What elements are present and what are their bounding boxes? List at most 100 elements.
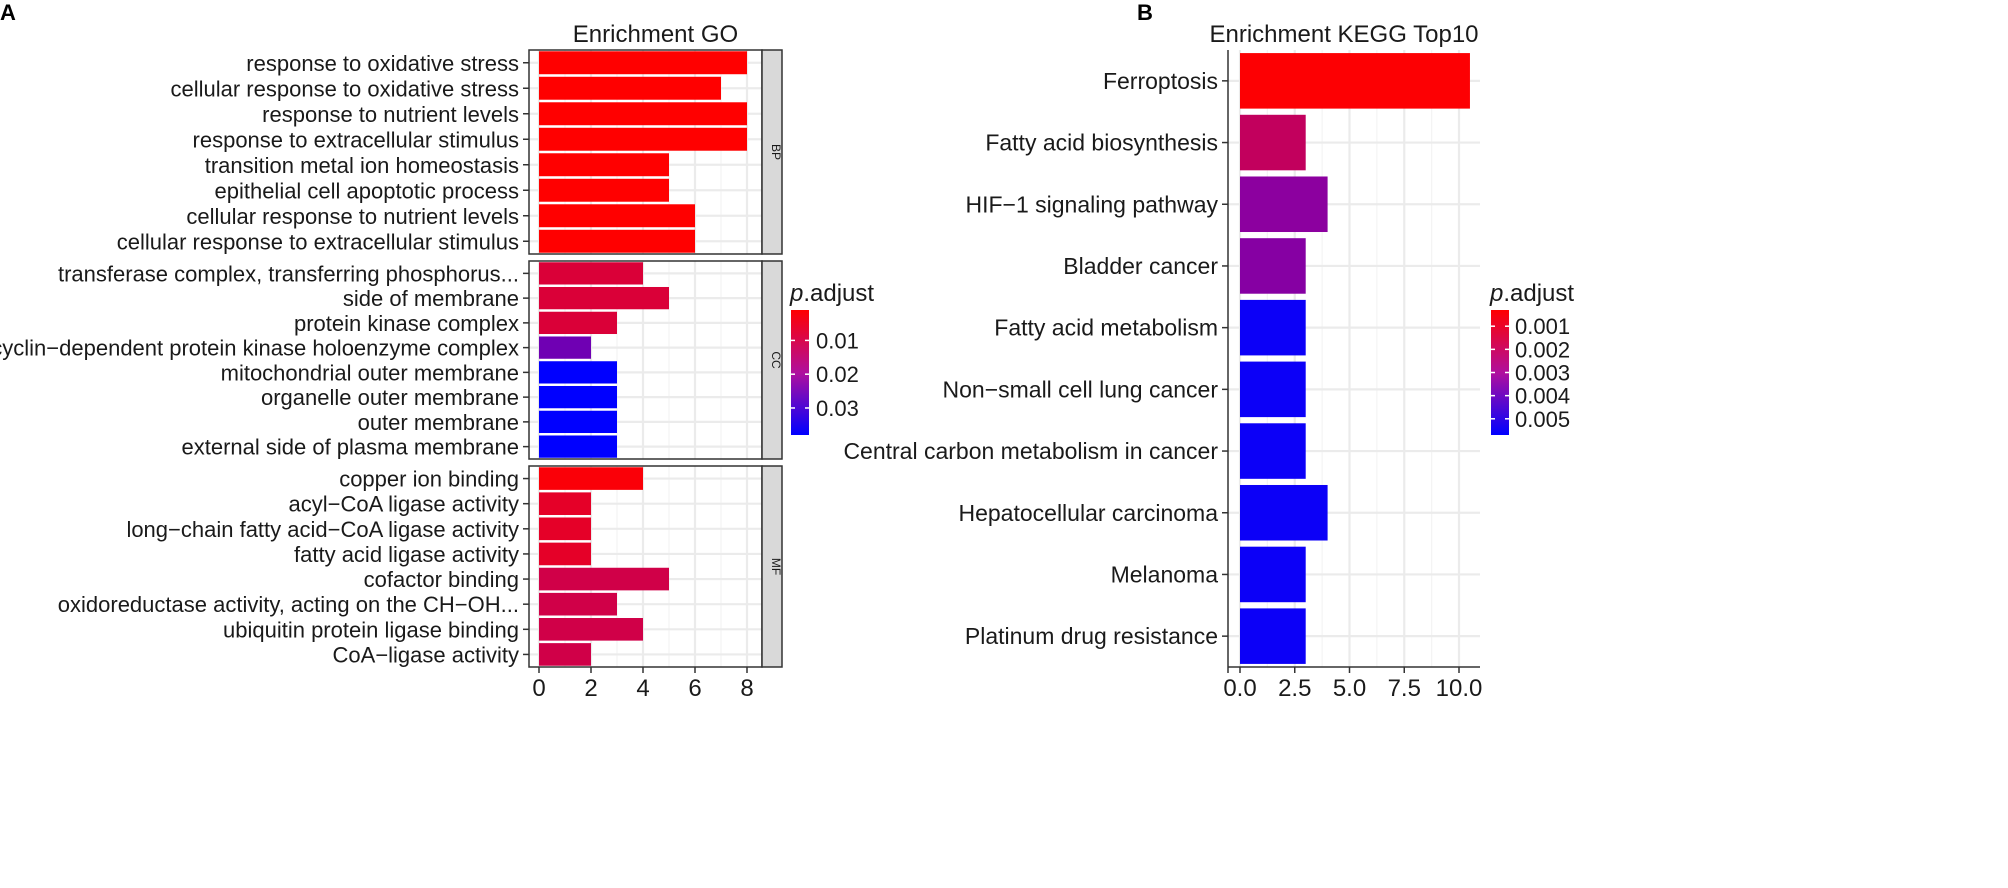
bar-hepatocellular-carcinoma: [1240, 484, 1328, 541]
y-tick-label: epithelial cell apoptotic process: [214, 178, 519, 203]
y-tick-label: response to oxidative stress: [246, 51, 519, 76]
x-tick-label: 2.5: [1278, 675, 1311, 702]
legend-tick-label: 0.02: [816, 362, 859, 387]
facet-cc: transferase complex, transferring phosph…: [0, 260, 783, 460]
bar-side-of-membrane: [539, 286, 669, 310]
bar-platinum-drug-resistance: [1240, 608, 1306, 664]
facet-strip: [761, 49, 783, 255]
y-tick-label: response to nutrient levels: [262, 102, 519, 127]
y-tick-label: outer membrane: [358, 410, 519, 435]
legend-tick-label: 0.03: [816, 396, 859, 421]
x-tick-label: 8: [740, 675, 753, 702]
y-tick-label: Fatty acid biosynthesis: [985, 130, 1218, 156]
y-tick-label: Melanoma: [1111, 561, 1219, 587]
bar-outer-membrane: [539, 410, 617, 434]
bar-melanoma: [1240, 546, 1306, 603]
bar-hif-1-signaling-pathway: [1240, 176, 1328, 233]
bar-cellular-response-to-oxidative-stress: [539, 76, 721, 100]
bar-cofactor-binding: [539, 567, 669, 591]
facet-strip-label: MF: [769, 558, 783, 575]
bar-transferase-complex-transferring-phosphorus: [539, 262, 643, 285]
bar-ubiquitin-protein-ligase-binding: [539, 618, 643, 641]
y-tick-label: Central carbon metabolism in cancer: [843, 438, 1218, 464]
bar-cellular-response-to-extracellular-stimulus: [539, 229, 695, 253]
bar-oxidoreductase-activity-acting-on-the-ch-oh: [539, 592, 617, 616]
bar-response-to-nutrient-levels: [539, 102, 747, 126]
bar-transition-metal-ion-homeostasis: [539, 153, 669, 177]
bar-cyclin-dependent-protein-kinase-holoenzyme-complex: [539, 336, 591, 359]
bar-organelle-outer-membrane: [539, 385, 617, 409]
y-tick-label: cellular response to oxidative stress: [171, 76, 520, 101]
bar-acyl-coa-ligase-activity: [539, 492, 591, 515]
bar-mitochondrial-outer-membrane: [539, 361, 617, 384]
facet-strip: [761, 260, 783, 460]
y-tick-label: Platinum drug resistance: [965, 623, 1218, 649]
chart-title: Enrichment GO: [573, 21, 738, 48]
x-tick-label: 0: [532, 675, 545, 702]
legend: p.adjust 0.01 0.02 0.03: [789, 280, 874, 435]
legend-colorbar: [1491, 310, 1509, 435]
bar-copper-ion-binding: [539, 467, 643, 490]
bar-protein-kinase-complex: [539, 311, 617, 335]
y-tick-label: transition metal ion homeostasis: [205, 153, 519, 178]
y-tick-label: response to extracellular stimulus: [193, 127, 519, 152]
kegg-enrichment-panel: B Enrichment KEGG Top10 Ferroptosis Fatty a…: [843, 0, 1574, 702]
y-tick-label: ubiquitin protein ligase binding: [223, 617, 519, 642]
bar-response-to-oxidative-stress: [539, 51, 747, 75]
x-tick-label: 4: [636, 675, 649, 702]
y-tick-label: mitochondrial outer membrane: [221, 360, 519, 385]
facet-strip: [761, 465, 783, 668]
y-tick-label: protein kinase complex: [294, 311, 519, 336]
y-tick-label: HIF−1 signaling pathway: [965, 191, 1218, 217]
bar-non-small-cell-lung-cancer: [1240, 361, 1306, 418]
y-tick-label: fatty acid ligase activity: [294, 542, 519, 567]
facet-strip-label: BP: [769, 144, 783, 160]
legend-tick-label: 0.002: [1515, 337, 1570, 362]
legend-colorbar: [791, 310, 809, 435]
y-tick-label: acyl−CoA ligase activity: [289, 492, 520, 517]
panel-label-b: B: [1137, 0, 1153, 25]
facet-strip-label: CC: [769, 351, 783, 369]
bar-fatty-acid-metabolism: [1240, 299, 1306, 356]
y-tick-label: cellular response to nutrient levels: [186, 204, 519, 229]
panel-label-a: A: [0, 0, 16, 25]
y-tick-label: Hepatocellular carcinoma: [958, 500, 1218, 526]
y-tick-label: cyclin−dependent protein kinase holoenzy…: [0, 336, 519, 361]
legend-tick-label: 0.005: [1515, 407, 1570, 432]
x-tick-label: 0.0: [1223, 675, 1256, 702]
bar-long-chain-fatty-acid-coa-ligase-activity: [539, 517, 591, 541]
legend-title: p.adjust: [1489, 280, 1574, 307]
legend-tick-label: 0.003: [1515, 361, 1570, 386]
chart-title: Enrichment KEGG Top10: [1209, 21, 1478, 48]
y-tick-label: transferase complex, transferring phosph…: [58, 261, 519, 286]
y-tick-label: Non−small cell lung cancer: [943, 376, 1219, 402]
y-tick-label: cofactor binding: [364, 567, 519, 592]
bar-cellular-response-to-nutrient-levels: [539, 204, 695, 228]
y-tick-label: long−chain fatty acid−CoA ligase activit…: [126, 517, 519, 542]
y-tick-label: CoA−ligase activity: [333, 642, 519, 667]
y-tick-label: copper ion binding: [339, 467, 519, 492]
y-tick-label: oxidoreductase activity, acting on the C…: [58, 592, 519, 617]
x-tick-label: 10.0: [1436, 675, 1483, 702]
y-tick-label: Bladder cancer: [1063, 253, 1218, 279]
legend-tick-label: 0.01: [816, 328, 859, 353]
bar-fatty-acid-biosynthesis: [1240, 114, 1306, 171]
bar-ferroptosis: [1240, 53, 1470, 109]
y-tick-label: organelle outer membrane: [261, 385, 519, 410]
y-tick-label: external side of plasma membrane: [182, 435, 520, 460]
bar-coa-ligase-activity: [539, 643, 591, 666]
x-tick-label: 5.0: [1333, 675, 1366, 702]
bar-central-carbon-metabolism-in-cancer: [1240, 423, 1306, 479]
bar-bladder-cancer: [1240, 238, 1306, 294]
bar-external-side-of-plasma-membrane: [539, 435, 617, 458]
y-tick-label: Fatty acid metabolism: [994, 315, 1218, 341]
y-tick-label: Ferroptosis: [1103, 68, 1218, 94]
legend-tick-label: 0.001: [1515, 314, 1570, 339]
legend-tick-label: 0.004: [1515, 384, 1570, 409]
bar-fatty-acid-ligase-activity: [539, 542, 591, 566]
x-tick-label: 7.5: [1388, 675, 1421, 702]
